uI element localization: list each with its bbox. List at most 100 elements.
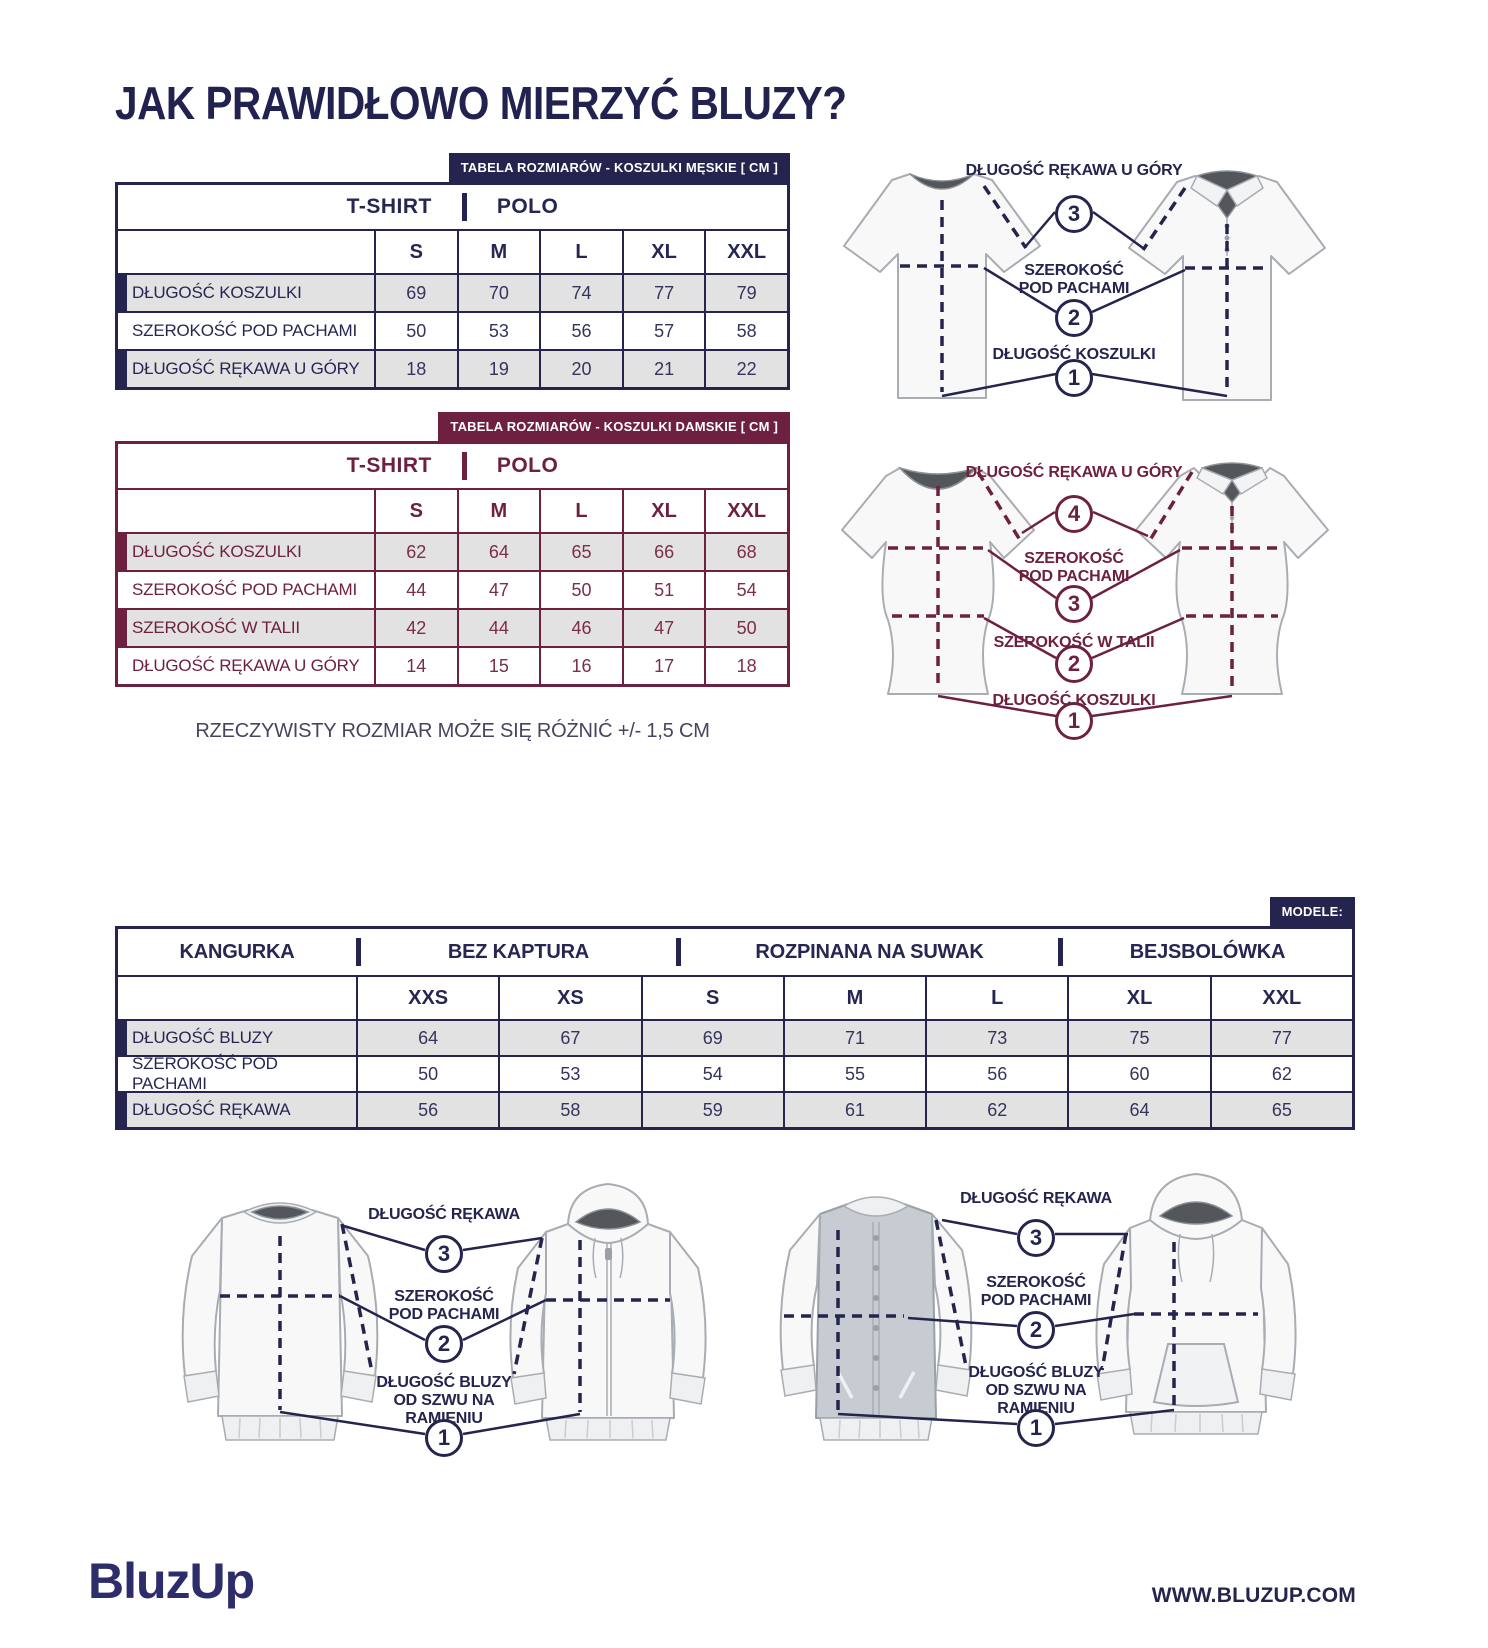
cell-value: 50 [356, 1057, 498, 1091]
divider-bar [461, 193, 467, 221]
row-label: DŁUGOŚĆ KOSZULKI [132, 542, 302, 561]
divider-bar [461, 452, 467, 480]
table-row: DŁUGOŚĆ KOSZULKI 69 70 74 77 79 [118, 273, 787, 311]
cell-value: 44 [374, 572, 457, 608]
divider-bar [676, 938, 681, 966]
models-header-row: KANGURKA BEZ KAPTURA ROZPINANA NA SUWAK … [118, 929, 1352, 975]
callout-circle: 1 [1055, 702, 1093, 740]
cell-value: 56 [356, 1093, 498, 1127]
cell-value: 75 [1067, 1021, 1209, 1055]
men-table: T-SHIRT POLO S M L XL XXL DŁUGOŚĆ KOSZUL… [115, 182, 790, 390]
table-row: DŁUGOŚĆ BLUZY 64 67 69 71 73 75 77 [118, 1019, 1352, 1055]
cell-value: 18 [704, 648, 787, 684]
cell-value: 54 [704, 572, 787, 608]
type-polo: POLO [496, 195, 559, 218]
cell-value: 64 [456, 534, 540, 570]
cell-value: 73 [925, 1021, 1067, 1055]
cell-value: 19 [456, 351, 540, 387]
callout-circle: 2 [1055, 645, 1093, 683]
cell-value: 14 [374, 648, 457, 684]
cell-value: 55 [782, 1057, 925, 1091]
callout-label: SZEROKOŚĆ POD PACHAMI [388, 1288, 500, 1323]
cell-value: 56 [925, 1057, 1067, 1091]
cell-value: 71 [782, 1021, 925, 1055]
sweatshirt-diagram-canvas [181, 1183, 707, 1441]
callout-label: DŁUGOŚĆ RĘKAWA [368, 1206, 520, 1223]
cell-value: 21 [621, 351, 705, 387]
brand-logo: BluzUp [88, 1553, 255, 1609]
men-measure-diagram: DŁUGOŚĆ RĘKAWA U GÓRY 3 SZEROKOŚĆ POD PA… [822, 150, 1382, 418]
cell-value: 47 [621, 610, 705, 646]
callout-circle: 2 [1017, 1311, 1055, 1349]
row-label: SZEROKOŚĆ POD PACHAMI [132, 1054, 278, 1093]
hoodie-diagram-canvas [779, 1173, 1297, 1441]
callout-label: DŁUGOŚĆ BLUZY OD SZWU NA RAMIENIU [376, 1374, 512, 1427]
zip-hoodie-icon [509, 1183, 707, 1441]
page-title: JAK PRAWIDŁOWO MIERZYĆ BLUZY? [115, 77, 847, 129]
cell-value: 74 [539, 275, 622, 311]
row-label: DŁUGOŚĆ RĘKAWA U GÓRY [132, 359, 360, 378]
cell-value: 51 [621, 572, 705, 608]
cell-value: 50 [374, 313, 457, 349]
callout-circle: 2 [1055, 299, 1093, 337]
cell-value: 77 [621, 275, 705, 311]
women-table: T-SHIRT POLO S M L XL XXL DŁUGOŚĆ KOSZUL… [115, 441, 790, 687]
type-tshirt: T-SHIRT [346, 195, 432, 218]
cell-value: 53 [498, 1057, 640, 1091]
cell-value: 44 [456, 610, 540, 646]
table-row: DŁUGOŚĆ RĘKAWA U GÓRY 14 15 16 17 18 [118, 646, 787, 684]
cell-value: 54 [640, 1057, 783, 1091]
baseball-jacket-icon [779, 1196, 973, 1441]
men-table-tag: TABELA ROZMIARÓW - KOSZULKI MĘSKIE [ CM … [448, 153, 790, 182]
callout-circle: 1 [425, 1419, 463, 1457]
women-diagram-canvas [841, 462, 1329, 718]
row-label: SZEROKOŚĆ W TALII [132, 618, 300, 637]
callout-label: DŁUGOŚĆ RĘKAWA U GÓRY [965, 464, 1183, 481]
cell-value: 46 [539, 610, 622, 646]
womens-tshirt-icon [841, 466, 1035, 695]
type-tshirt: T-SHIRT [346, 454, 432, 477]
type-polo: POLO [496, 454, 559, 477]
cell-value: 18 [374, 351, 457, 387]
size-header: XXL [1209, 977, 1352, 1019]
sweatshirt-icon [181, 1202, 379, 1441]
table-row: DŁUGOŚĆ KOSZULKI 62 64 65 66 68 [118, 532, 787, 570]
models-table-tag: MODELE: [1269, 897, 1355, 926]
table-row: SZEROKOŚĆ POD PACHAMI 50 53 56 57 58 [118, 311, 787, 349]
cell-value: 58 [498, 1093, 640, 1127]
size-header: XS [498, 977, 640, 1019]
cell-value: 20 [539, 351, 622, 387]
table-row: SZEROKOŚĆ W TALII 42 44 46 47 50 [118, 608, 787, 646]
callout-circle: 3 [1055, 195, 1093, 233]
row-label: DŁUGOŚĆ RĘKAWA U GÓRY [132, 656, 360, 675]
tolerance-note: RZECZYWISTY ROZMIAR MOŻE SIĘ RÓŻNIĆ +/- … [195, 720, 710, 742]
model-header: BEJSBOLÓWKA [1129, 940, 1286, 963]
tshirt-icon [843, 173, 1041, 399]
size-header-spacer [118, 490, 374, 532]
cell-value: 58 [704, 313, 787, 349]
models-table: KANGURKA BEZ KAPTURA ROZPINANA NA SUWAK … [115, 926, 1355, 1130]
type-header-row: T-SHIRT POLO [118, 185, 787, 229]
size-header: M [782, 977, 925, 1019]
callout-label: SZEROKOŚĆ POD PACHAMI [1018, 550, 1130, 585]
men-size-table: TABELA ROZMIARÓW - KOSZULKI MĘSKIE [ CM … [115, 153, 790, 390]
cell-value: 79 [704, 275, 787, 311]
size-header-spacer [118, 977, 356, 1019]
women-table-tag: TABELA ROZMIARÓW - KOSZULKI DAMSKIE [ CM… [438, 412, 790, 441]
cell-value: 60 [1067, 1057, 1209, 1091]
callout-label: DŁUGOŚĆ BLUZY OD SZWU NA RAMIENIU [968, 1364, 1104, 1417]
row-label: SZEROKOŚĆ POD PACHAMI [132, 321, 358, 340]
model-header: ROZPINANA NA SUWAK [755, 940, 984, 963]
cell-value: 50 [539, 572, 622, 608]
cell-value: 62 [374, 534, 457, 570]
table-row: SZEROKOŚĆ POD PACHAMI 50 53 54 55 56 60 … [118, 1054, 1352, 1093]
callout-circle: 3 [1055, 585, 1093, 623]
size-header: L [539, 490, 622, 532]
cell-value: 68 [704, 534, 787, 570]
cell-value: 59 [640, 1093, 783, 1127]
cell-value: 67 [498, 1021, 640, 1055]
callout-label: DŁUGOŚĆ KOSZULKI [992, 346, 1156, 363]
size-header-row: S M L XL XXL [118, 229, 787, 273]
size-header: XL [621, 490, 705, 532]
